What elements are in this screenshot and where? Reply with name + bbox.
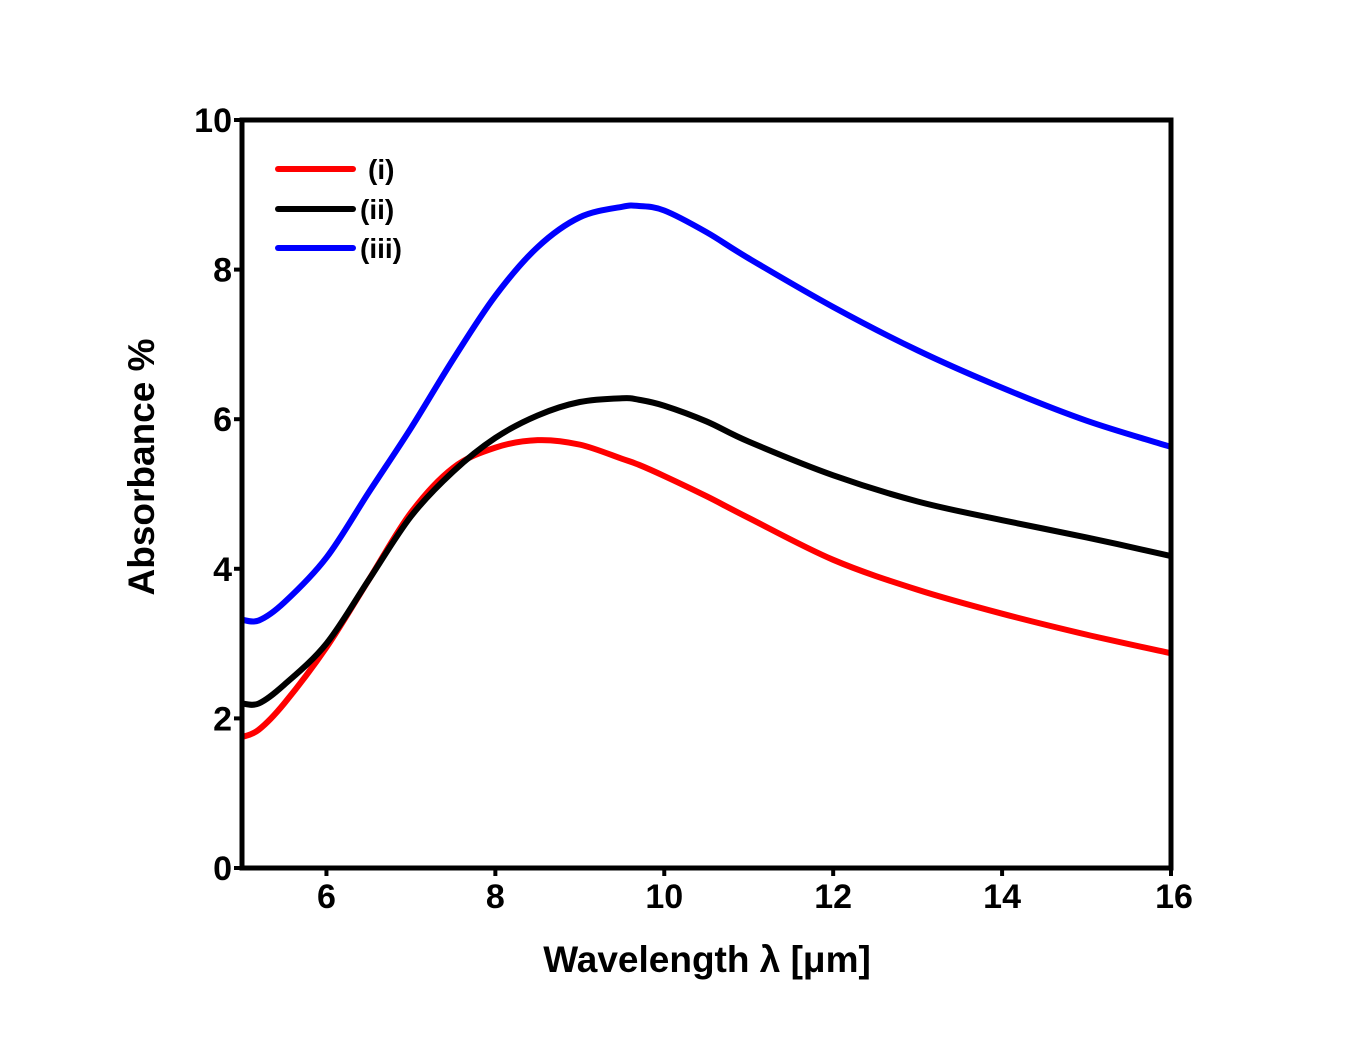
legend-label-3: (iii) [360, 233, 402, 264]
series-layer [240, 202, 1172, 740]
series-line-3 [241, 202, 1172, 625]
x-tick-label: 12 [814, 878, 852, 916]
series-line-1 [240, 437, 1172, 740]
y-tick-label: 0 [213, 850, 232, 888]
x-tick-label: 16 [1155, 878, 1193, 916]
x-axis-title: Wavelength λ [μm] [543, 939, 871, 980]
y-axis-title: Absorbance % [121, 338, 162, 595]
series-line-2 [241, 395, 1172, 708]
legend-label-2: (ii) [360, 194, 394, 225]
ticks-layer: 6 8 10 12 14 16 0 2 4 6 8 10 [194, 102, 1193, 916]
y-tick-label: 8 [213, 252, 232, 290]
x-tick-label: 14 [983, 878, 1021, 916]
y-tick-label: 4 [213, 551, 232, 589]
y-tick-label: 6 [213, 401, 232, 439]
y-tick-label: 2 [213, 700, 232, 738]
x-tick-label: 6 [317, 878, 336, 916]
x-tick-label: 10 [645, 878, 683, 916]
legend-label-1: (i) [368, 154, 394, 185]
plot-frame [239, 117, 1174, 871]
x-tick-label: 8 [486, 878, 505, 916]
y-tick-label: 10 [194, 102, 232, 140]
legend: (i) (ii) (iii) [275, 154, 402, 264]
